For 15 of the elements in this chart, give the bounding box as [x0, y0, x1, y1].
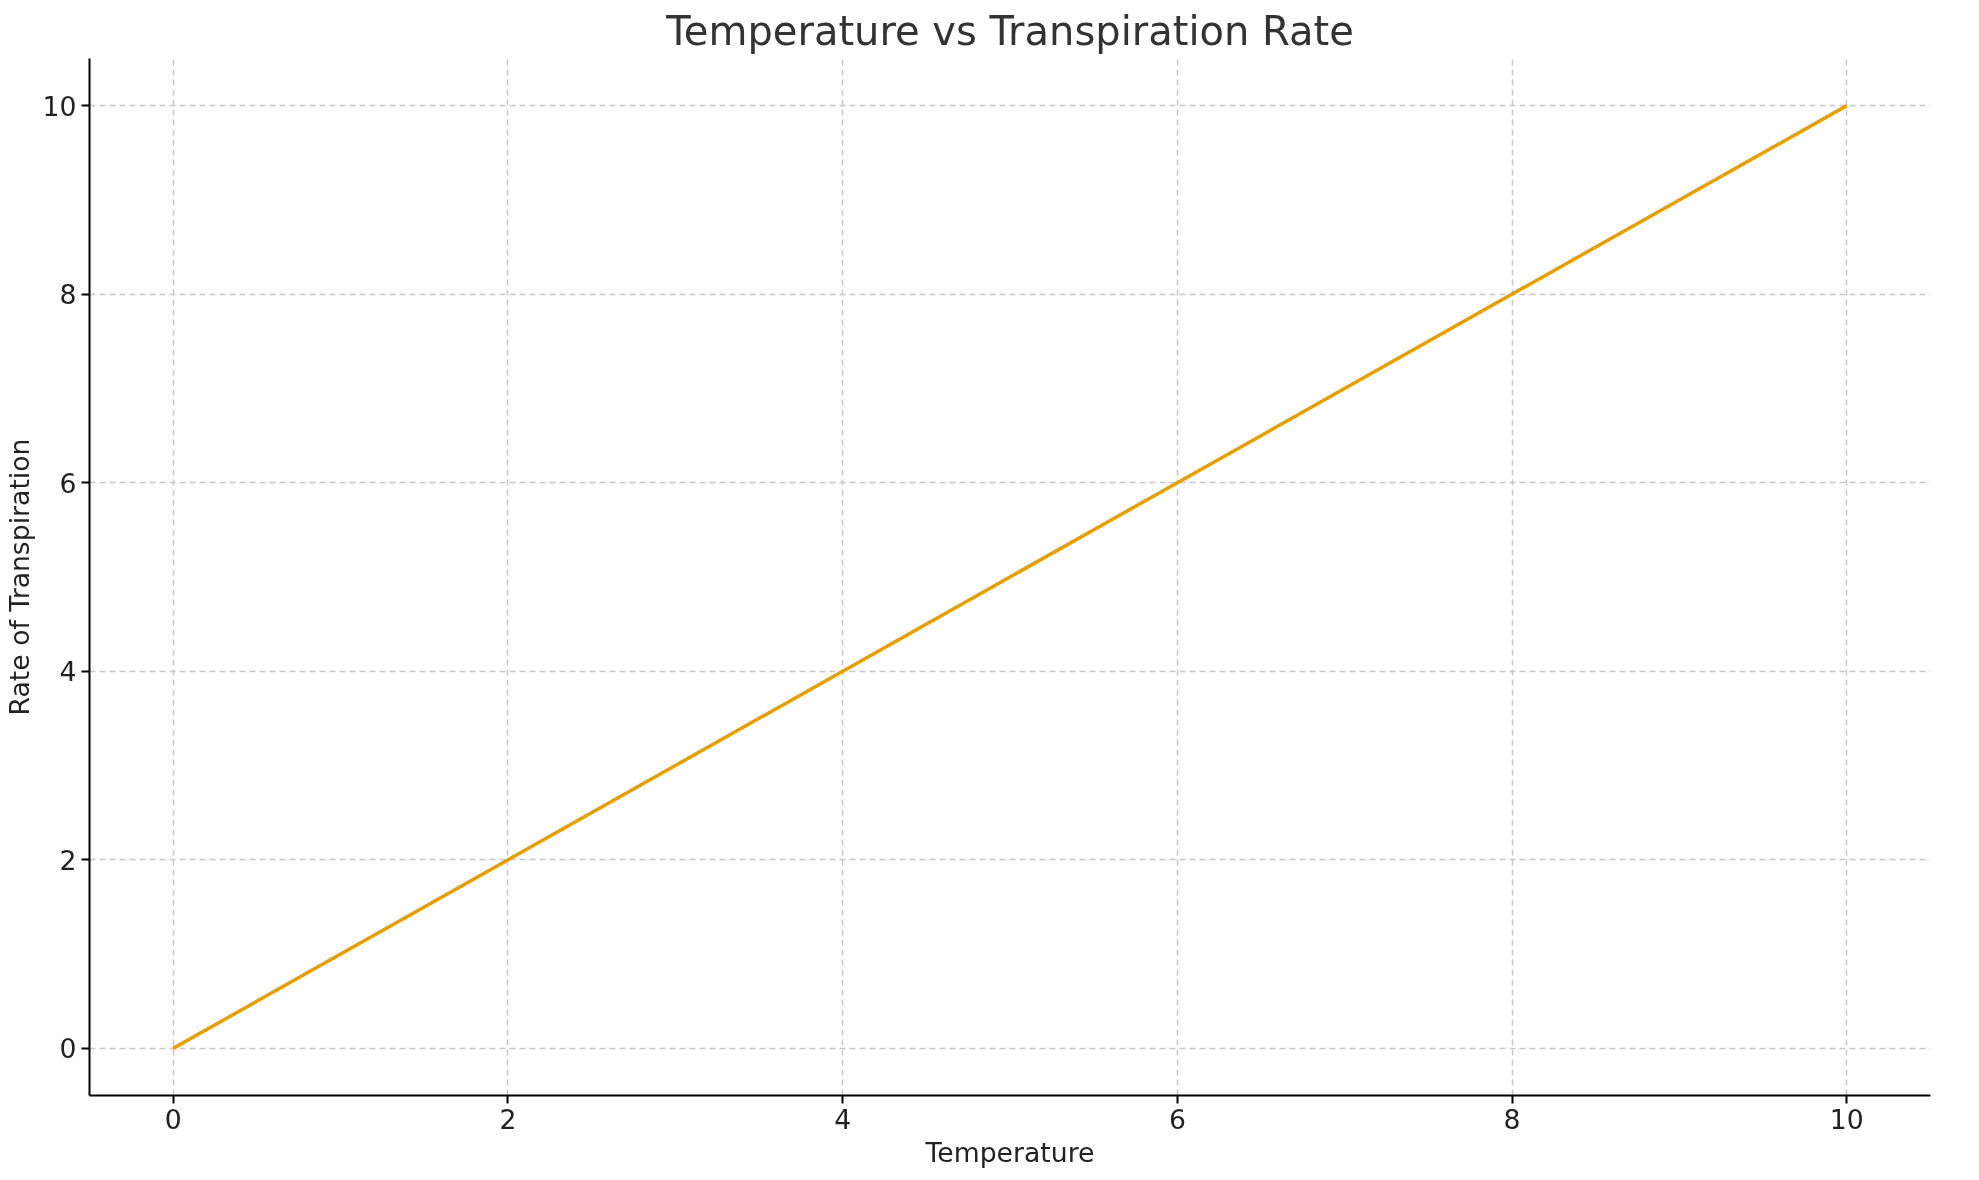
x-tick-label: 10	[1829, 1103, 1864, 1135]
y-tick-label: 6	[59, 467, 77, 499]
y-tick-label: 2	[59, 844, 77, 876]
y-axis-title: Rate of Transpiration	[3, 438, 35, 716]
x-axis-title: Temperature	[924, 1136, 1095, 1168]
y-tick-label: 4	[59, 656, 77, 688]
x-tick-label: 6	[1168, 1103, 1186, 1135]
chart-title: Temperature vs Transpiration Rate	[665, 7, 1354, 54]
y-tick-label: 8	[59, 279, 77, 311]
y-tick-label: 0	[59, 1033, 77, 1065]
x-tick-label: 2	[499, 1103, 517, 1135]
x-tick-label: 4	[834, 1103, 852, 1135]
y-tick-label: 10	[42, 90, 77, 122]
x-tick-label: 0	[164, 1103, 182, 1135]
x-tick-label: 8	[1503, 1103, 1521, 1135]
